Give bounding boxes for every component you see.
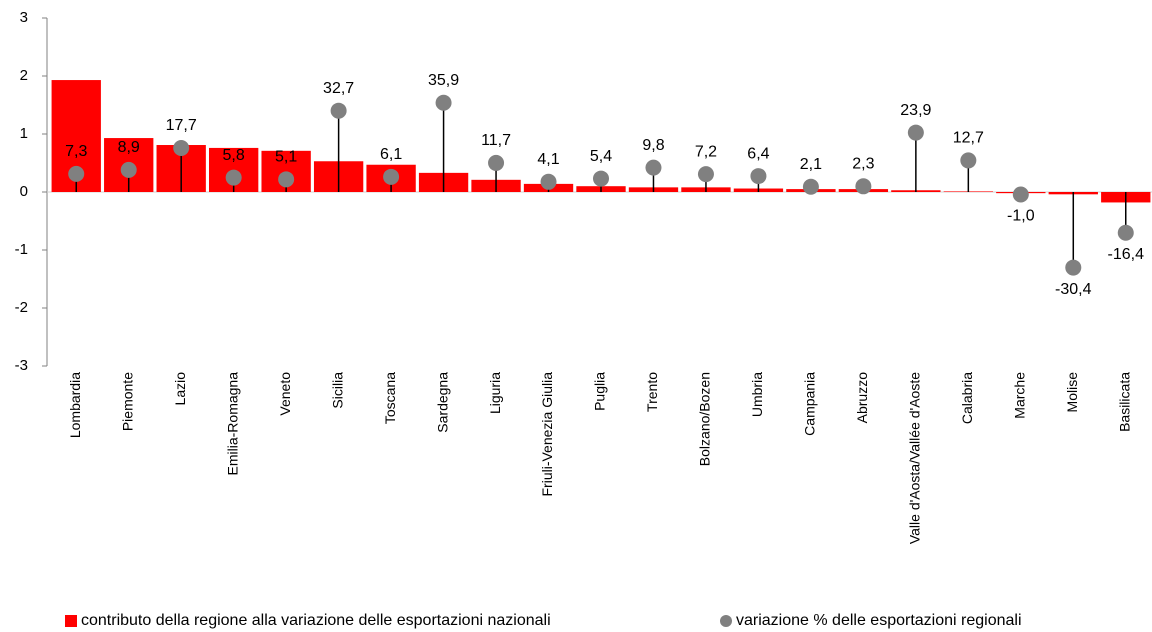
y-tick-label: 3 (20, 9, 28, 26)
dot (907, 124, 924, 141)
x-tick-label: Bolzano/Bozen (697, 372, 713, 466)
legend-label: contributo della regione alla variazione… (81, 612, 551, 629)
y-tick-label: -2 (15, 299, 28, 316)
x-tick-label: Veneto (277, 372, 293, 416)
data-label: 9,8 (642, 137, 664, 154)
x-tick-label: Umbria (749, 372, 765, 417)
data-label: 12,7 (953, 130, 984, 147)
x-tick-label: Sardegna (434, 372, 450, 433)
data-label: 5,8 (223, 147, 245, 164)
dot (802, 178, 819, 195)
data-label: -30,4 (1055, 281, 1092, 298)
data-label: -1,0 (1007, 208, 1035, 225)
data-label: 11,7 (481, 132, 511, 149)
dot (697, 166, 714, 183)
dot (435, 94, 452, 111)
dot (68, 165, 85, 182)
x-tick-label: Lombardia (67, 372, 83, 438)
legend-swatch (65, 615, 77, 627)
x-tick-label: Campania (802, 372, 818, 436)
dot (1012, 186, 1029, 203)
data-label: 7,2 (695, 143, 717, 160)
data-label: 35,9 (428, 72, 459, 89)
data-label: 23,9 (900, 102, 931, 119)
x-tick-label: Friuli-Venezia Giulia (539, 372, 555, 497)
y-tick-label: -3 (15, 357, 28, 374)
x-tick-label: Marche (1012, 372, 1028, 419)
dot (645, 159, 662, 176)
dot (225, 169, 242, 186)
dot (1117, 224, 1134, 241)
data-label: 8,9 (118, 139, 140, 156)
x-tick-label: Lazio (172, 372, 188, 406)
data-label: 5,4 (590, 148, 612, 165)
data-label: 2,1 (800, 156, 822, 173)
y-tick-label: 0 (20, 183, 28, 200)
data-label: 2,3 (852, 156, 874, 173)
dot (960, 152, 977, 169)
x-tick-label: Molise (1064, 372, 1080, 413)
x-tick-label: Calabria (959, 372, 975, 424)
data-label: 4,1 (537, 151, 559, 168)
dot (540, 173, 557, 190)
x-tick-label: Puglia (592, 372, 608, 411)
dot (488, 154, 505, 171)
dot (1065, 259, 1082, 276)
x-tick-label: Toscana (382, 372, 398, 424)
legend-swatch (720, 615, 732, 627)
x-tick-label: Trento (644, 372, 660, 412)
y-tick-label: 2 (20, 67, 28, 84)
data-label: 7,3 (65, 143, 87, 160)
data-label: 6,4 (747, 145, 769, 162)
data-label: 17,7 (166, 117, 197, 134)
dot (278, 171, 295, 188)
dot (330, 102, 347, 119)
dot (173, 140, 190, 157)
data-label: 32,7 (323, 80, 354, 97)
dot (855, 178, 872, 195)
dot (750, 168, 767, 185)
x-tick-label: Basilicata (1116, 372, 1132, 432)
dot (120, 161, 137, 178)
data-label: -16,4 (1108, 246, 1145, 263)
y-tick-label: -1 (15, 241, 28, 258)
dot (593, 170, 609, 187)
legend-label: variazione % delle esportazioni regional… (736, 612, 1022, 629)
dot (383, 168, 400, 185)
x-tick-label: Emilia-Romagna (224, 372, 240, 476)
x-tick-label: Valle d'Aosta/Vallée d'Aoste (907, 372, 923, 544)
data-label: 6,1 (380, 146, 402, 163)
x-tick-label: Sicilia (329, 372, 345, 409)
x-tick-label: Liguria (487, 372, 503, 414)
x-tick-label: Piemonte (119, 372, 135, 431)
y-tick-label: 1 (20, 125, 28, 142)
data-label: 5,1 (275, 149, 297, 166)
x-tick-label: Abruzzo (854, 372, 870, 424)
